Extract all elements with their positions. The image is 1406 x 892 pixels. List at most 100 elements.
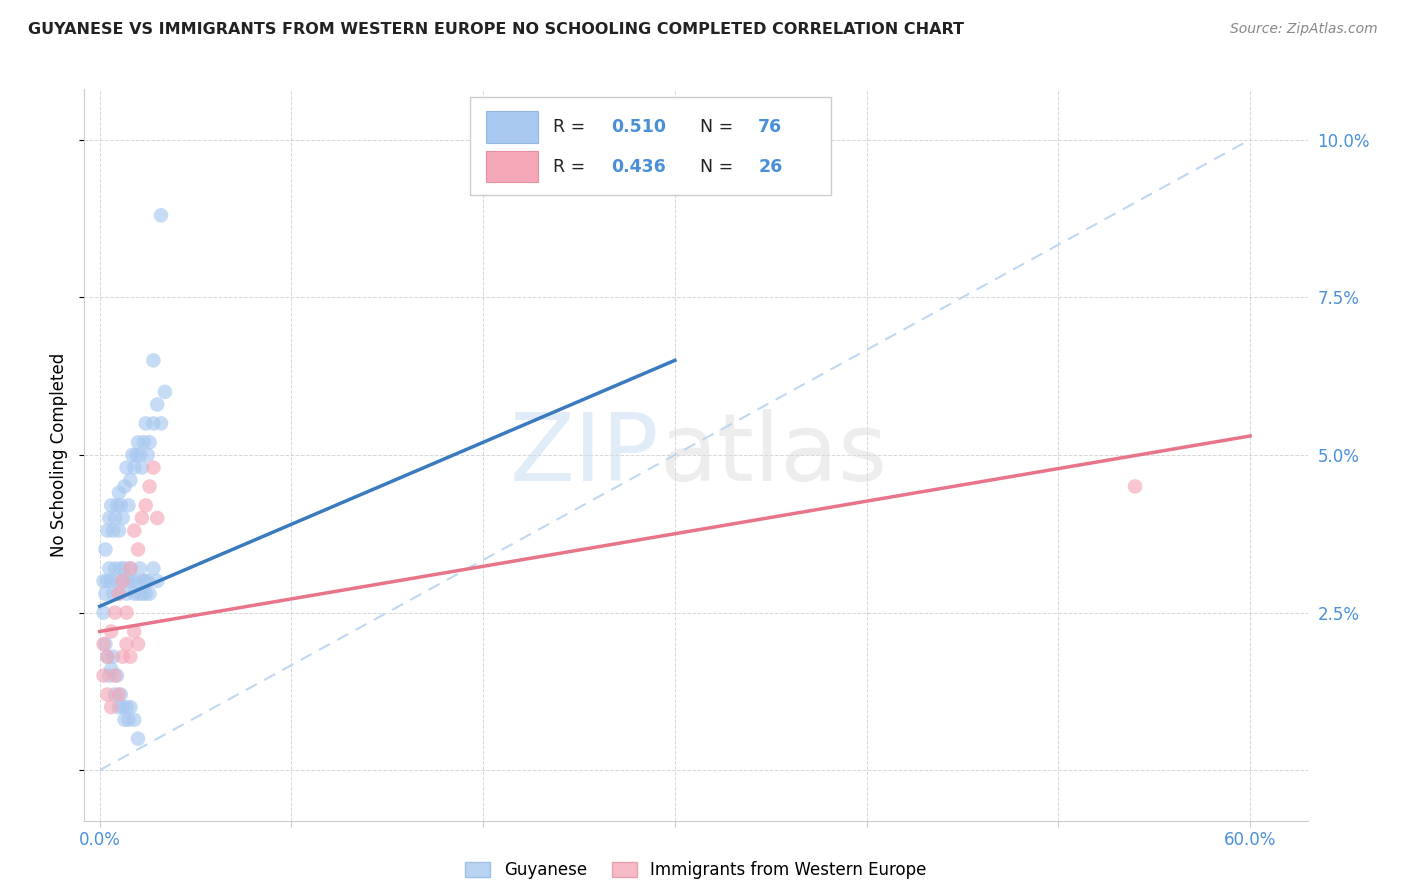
Point <box>105 499 128 513</box>
Point <box>108 587 131 601</box>
Point <box>122 624 145 639</box>
Point <box>127 637 149 651</box>
Point <box>105 574 128 588</box>
Point <box>111 574 134 588</box>
Text: 26: 26 <box>758 158 783 176</box>
Point <box>96 649 118 664</box>
Text: N =: N = <box>700 158 738 176</box>
Text: 0.436: 0.436 <box>612 158 666 176</box>
Point <box>131 460 153 475</box>
Point <box>125 448 148 462</box>
Point <box>108 700 131 714</box>
Point <box>146 397 169 411</box>
Point <box>129 448 152 462</box>
Point <box>127 542 149 557</box>
Point <box>120 649 142 664</box>
Point <box>93 606 115 620</box>
Point <box>120 561 142 575</box>
Point <box>114 561 136 575</box>
Point <box>115 700 138 714</box>
Point <box>136 448 159 462</box>
Text: R =: R = <box>553 118 591 136</box>
Text: GUYANESE VS IMMIGRANTS FROM WESTERN EUROPE NO SCHOOLING COMPLETED CORRELATION CH: GUYANESE VS IMMIGRANTS FROM WESTERN EURO… <box>28 22 965 37</box>
FancyBboxPatch shape <box>485 112 538 143</box>
Point <box>142 460 165 475</box>
Point <box>136 574 159 588</box>
Legend: Guyanese, Immigrants from Western Europe: Guyanese, Immigrants from Western Europe <box>458 855 934 886</box>
Point <box>98 668 121 682</box>
Point <box>104 511 127 525</box>
Text: N =: N = <box>700 118 738 136</box>
Point <box>101 649 124 664</box>
Point <box>104 668 127 682</box>
Point <box>127 587 149 601</box>
Point <box>108 485 131 500</box>
Point <box>110 688 132 702</box>
Point <box>135 499 157 513</box>
Point <box>104 688 127 702</box>
Point <box>115 637 138 651</box>
Point <box>121 448 143 462</box>
Point <box>138 435 160 450</box>
Point <box>111 649 134 664</box>
Point <box>127 731 149 746</box>
Point <box>150 417 173 431</box>
Point <box>125 574 148 588</box>
Point <box>135 574 157 588</box>
Point <box>115 460 138 475</box>
Point <box>132 435 155 450</box>
Point <box>117 499 139 513</box>
Point <box>115 606 138 620</box>
Point <box>100 662 122 676</box>
Point <box>122 460 145 475</box>
Point <box>93 574 115 588</box>
Point <box>111 511 134 525</box>
Point <box>122 587 145 601</box>
Point <box>146 574 169 588</box>
Point <box>142 561 165 575</box>
Point <box>98 511 121 525</box>
Point <box>122 524 145 538</box>
Point <box>94 637 117 651</box>
Point <box>94 542 117 557</box>
Point <box>131 511 153 525</box>
Point <box>135 587 157 601</box>
FancyBboxPatch shape <box>485 151 538 182</box>
Text: Source: ZipAtlas.com: Source: ZipAtlas.com <box>1230 22 1378 37</box>
Point <box>138 587 160 601</box>
Point <box>96 688 118 702</box>
Point <box>96 574 118 588</box>
Text: R =: R = <box>553 158 591 176</box>
Point <box>110 561 132 575</box>
Point <box>100 499 122 513</box>
Point <box>122 713 145 727</box>
Point <box>142 353 165 368</box>
Point <box>98 561 121 575</box>
Point <box>142 417 165 431</box>
Point <box>100 624 122 639</box>
Point <box>93 637 115 651</box>
Point <box>121 574 143 588</box>
Point <box>100 700 122 714</box>
Point <box>150 208 173 222</box>
Point <box>108 688 131 702</box>
Point <box>114 479 136 493</box>
Point <box>104 561 127 575</box>
Point <box>129 561 152 575</box>
Point <box>96 524 118 538</box>
Point <box>117 574 139 588</box>
Point <box>100 574 122 588</box>
Point <box>114 713 136 727</box>
Point <box>108 587 131 601</box>
Point <box>93 668 115 682</box>
Point <box>96 649 118 664</box>
Text: 0.510: 0.510 <box>612 118 666 136</box>
Point <box>132 574 155 588</box>
Point <box>120 561 142 575</box>
Point <box>111 700 134 714</box>
Point <box>127 435 149 450</box>
Point <box>94 587 117 601</box>
Point <box>101 524 124 538</box>
Point <box>101 587 124 601</box>
Point <box>131 587 153 601</box>
